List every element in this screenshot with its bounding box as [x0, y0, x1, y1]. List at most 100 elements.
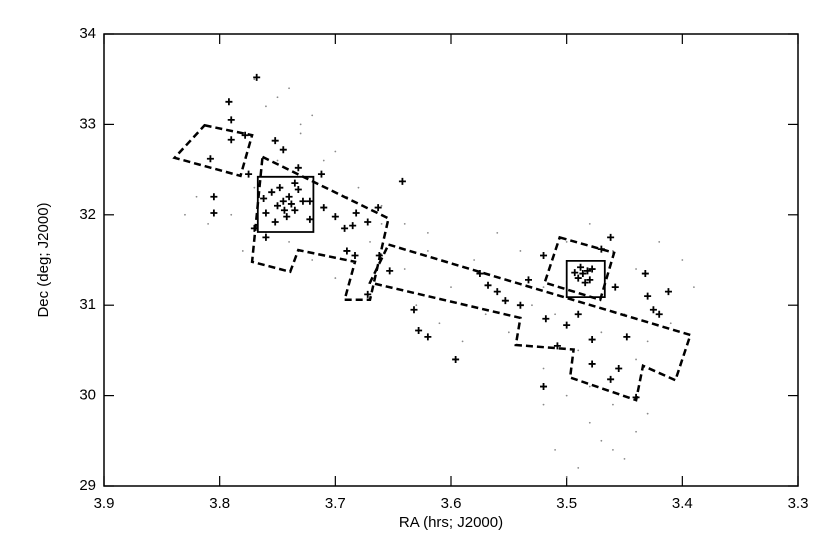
source-cross	[588, 360, 596, 368]
background-dot	[588, 421, 591, 424]
background-dot	[426, 231, 429, 234]
source-cross	[294, 164, 302, 172]
source-cross	[664, 288, 672, 296]
background-dot	[635, 358, 637, 361]
source-cross	[299, 197, 307, 205]
source-cross	[227, 136, 235, 144]
source-cross	[349, 222, 357, 230]
background-dot	[646, 412, 649, 415]
background-dot	[531, 304, 533, 307]
x-tick-label: 3.6	[441, 495, 462, 512]
source-cross	[206, 155, 214, 163]
x-tick-label: 3.8	[209, 495, 230, 512]
y-tick-label: 30	[79, 387, 96, 404]
background-dot	[588, 385, 591, 388]
background-dot	[565, 394, 568, 397]
source-cross	[210, 209, 218, 217]
source-cross	[341, 224, 349, 232]
source-cross	[452, 355, 460, 363]
source-cross	[262, 209, 270, 217]
source-cross	[285, 193, 293, 201]
source-cross	[574, 274, 582, 282]
background-dot	[230, 213, 233, 216]
source-cross	[320, 204, 328, 212]
background-dot	[276, 96, 279, 99]
background-dot	[600, 439, 603, 442]
source-cross	[424, 333, 432, 341]
source-cross	[279, 146, 287, 154]
source-cross	[306, 215, 314, 223]
source-cross	[351, 251, 359, 259]
source-cross	[607, 233, 615, 241]
background-dot	[288, 241, 290, 243]
source-cross	[210, 193, 218, 201]
source-cross	[644, 292, 652, 300]
source-cross	[563, 321, 571, 329]
source-cross	[386, 267, 394, 275]
background-dot	[565, 476, 568, 478]
background-dot	[635, 430, 637, 433]
source-cross	[253, 73, 261, 81]
source-cross	[649, 306, 657, 314]
background-dot	[299, 123, 302, 126]
source-cross	[615, 364, 623, 372]
x-tick-label: 3.5	[556, 495, 577, 512]
background-dot	[299, 132, 302, 135]
y-tick-label: 29	[79, 477, 96, 494]
background-dot	[681, 259, 684, 261]
source-cross	[641, 270, 649, 278]
background-dot	[484, 313, 487, 316]
source-cross	[245, 170, 253, 178]
source-cross	[260, 195, 268, 203]
background-dot	[542, 367, 545, 370]
x-tick-label: 3.4	[672, 495, 693, 512]
background-dot	[195, 195, 198, 198]
x-tick-label: 3.9	[94, 495, 115, 512]
background-dot	[612, 448, 614, 451]
background-dot	[450, 286, 452, 289]
source-cross	[588, 265, 596, 273]
source-cross	[501, 297, 509, 305]
background-dot	[577, 467, 580, 469]
source-cross	[655, 310, 663, 318]
background-dot	[311, 259, 314, 261]
background-dot	[426, 250, 429, 252]
background-dot	[438, 322, 441, 325]
background-dot	[380, 204, 383, 207]
background-dot	[288, 87, 290, 90]
dashed-region	[250, 154, 390, 302]
source-cross	[364, 290, 372, 298]
source-cross	[571, 269, 579, 277]
source-cross	[343, 247, 351, 255]
source-cross	[611, 283, 619, 291]
source-cross	[586, 276, 594, 284]
background-dot	[554, 313, 556, 316]
source-cross	[317, 170, 325, 178]
source-cross	[268, 188, 276, 196]
background-dot	[612, 403, 614, 406]
source-cross	[579, 270, 587, 278]
x-tick-label: 3.7	[325, 495, 346, 512]
y-tick-label: 32	[79, 206, 96, 223]
background-dot	[334, 277, 337, 279]
source-cross	[581, 279, 589, 287]
source-cross	[588, 336, 596, 344]
background-dot	[577, 349, 580, 352]
source-cross	[583, 267, 591, 275]
background-dot	[496, 231, 499, 234]
source-cross	[241, 131, 249, 139]
background-dot	[334, 150, 337, 153]
background-dot	[554, 448, 556, 451]
background-dot	[207, 222, 210, 225]
source-cross	[516, 301, 524, 309]
background-dot	[669, 322, 672, 325]
source-cross	[291, 206, 299, 214]
y-axis-label: Dec (deg; J2000)	[35, 202, 52, 317]
background-dot	[403, 222, 406, 225]
background-dot	[380, 222, 383, 225]
source-cross	[306, 197, 314, 205]
source-cross	[493, 288, 501, 296]
source-cross	[291, 179, 299, 187]
source-cross	[283, 213, 291, 221]
background-dot	[253, 78, 256, 81]
